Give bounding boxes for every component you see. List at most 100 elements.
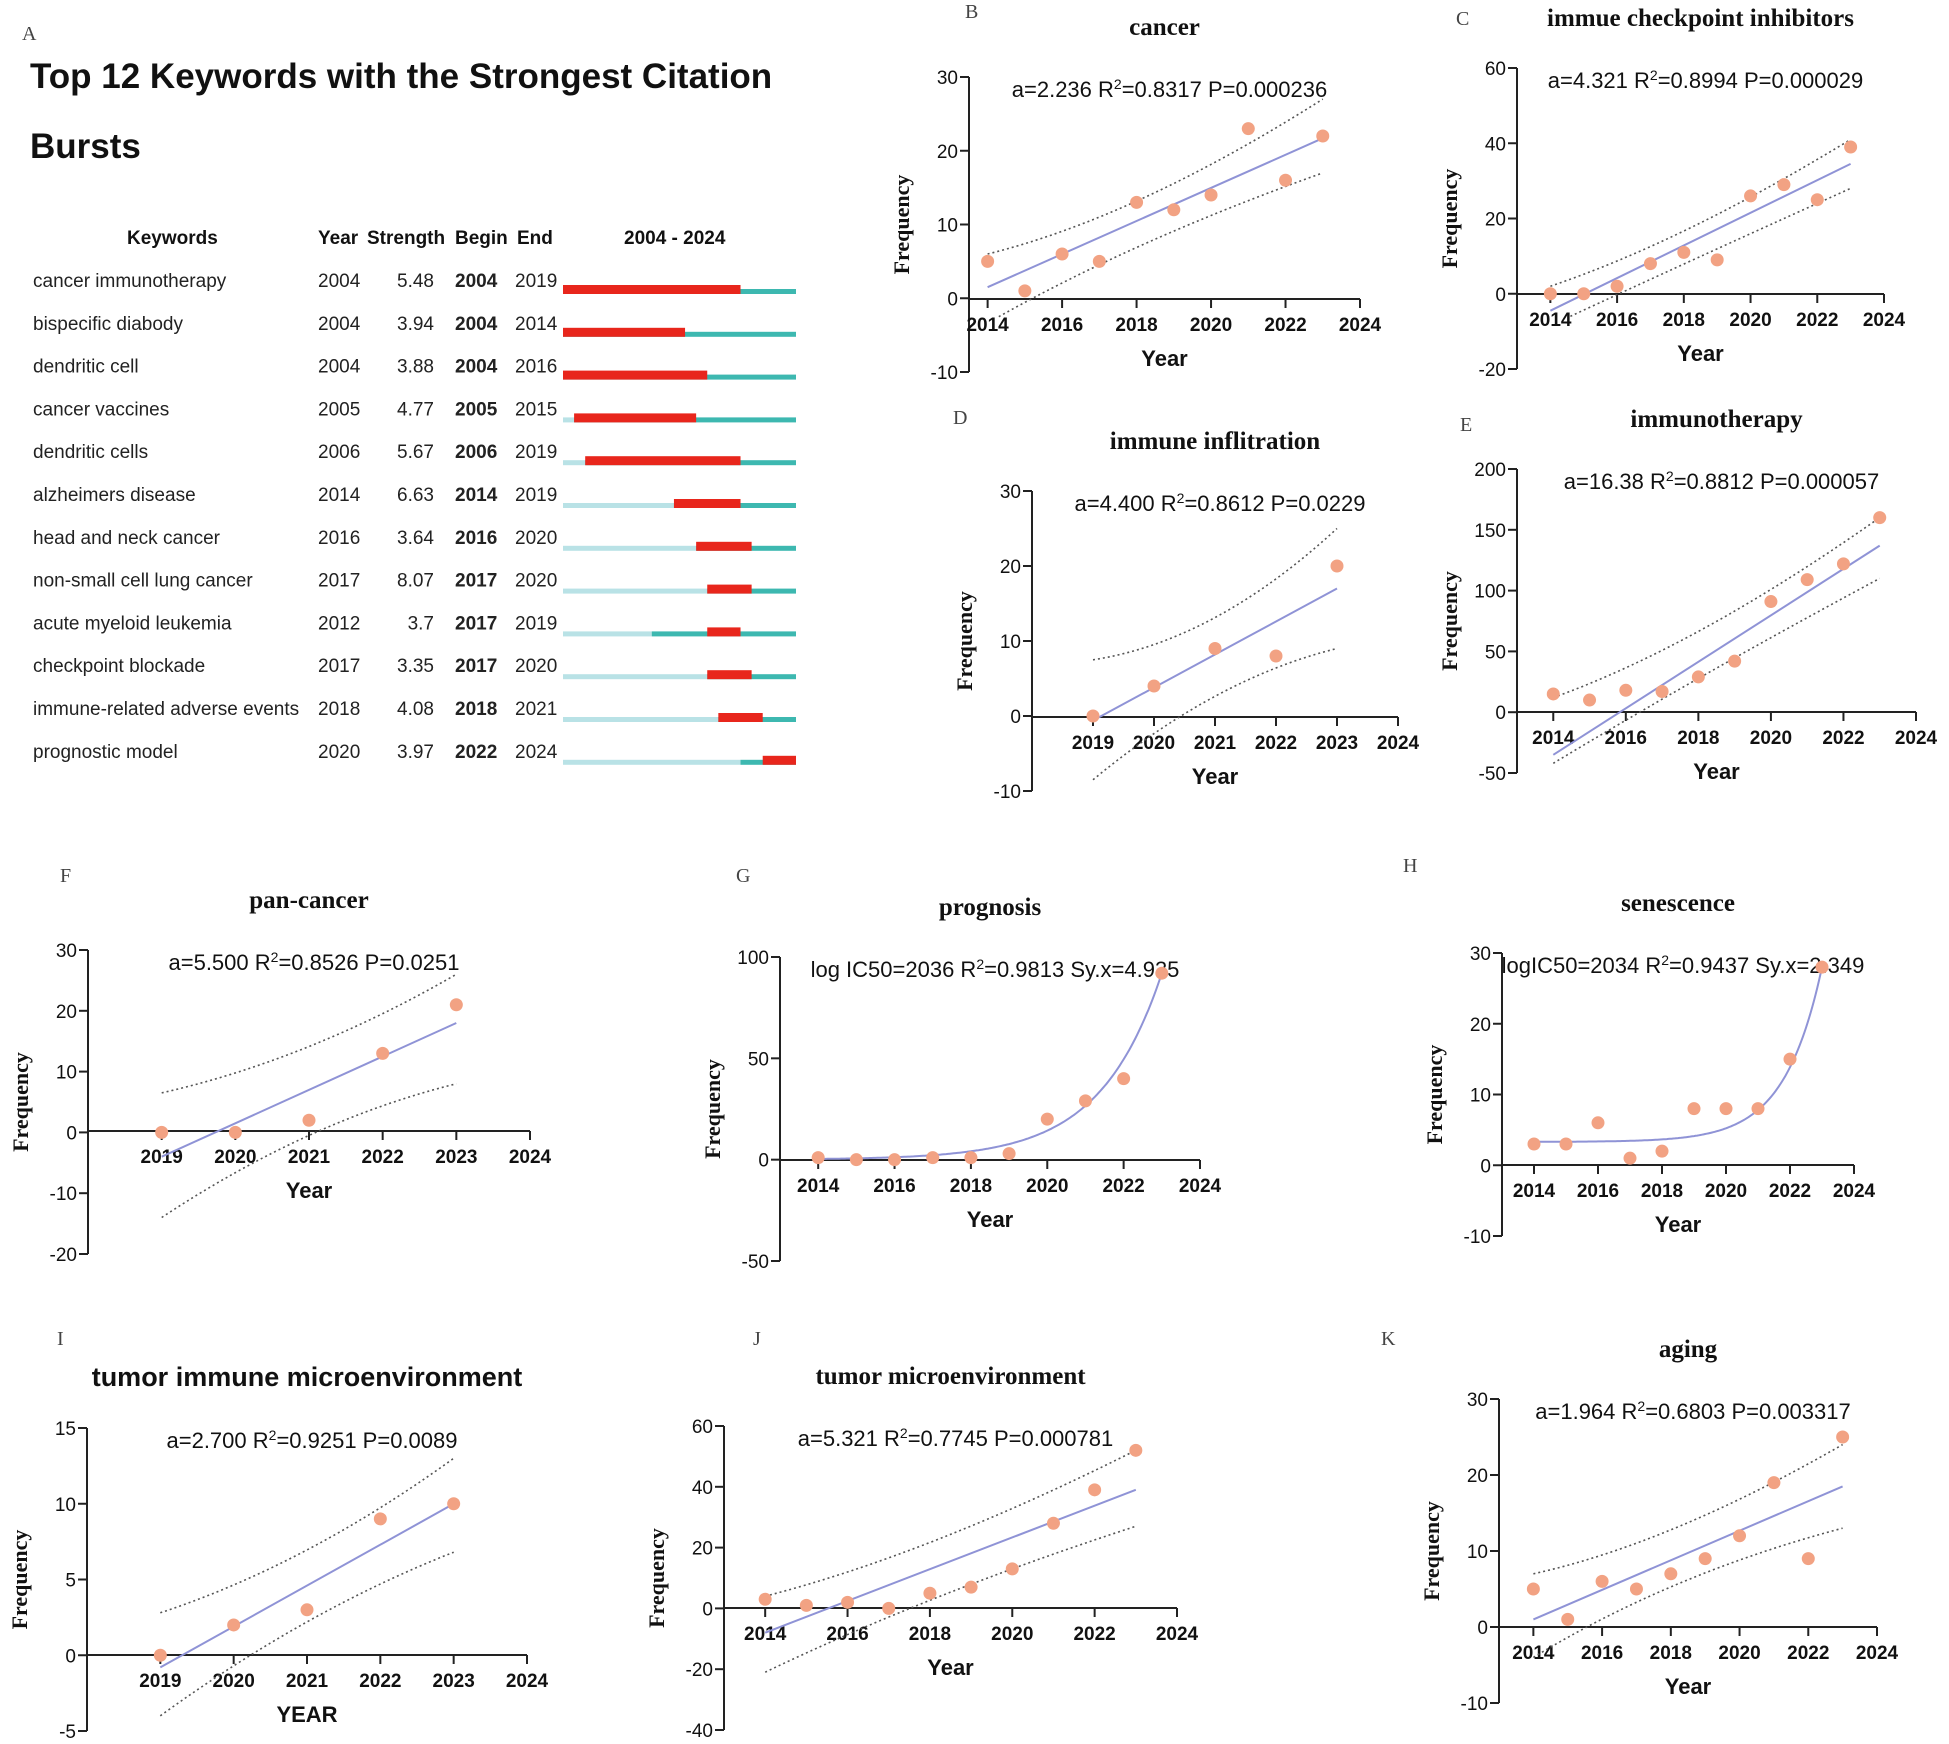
header-range: 2004 - 2024 xyxy=(624,228,726,249)
x-tick-label: 2018 xyxy=(909,1624,951,1645)
x-tick-label: 2014 xyxy=(1529,310,1572,331)
chart-title: aging xyxy=(1659,1336,1718,1363)
burst-row: acute myeloid leukemia 2012 3.7 2017 2019 xyxy=(33,613,796,637)
panel-letter: F xyxy=(60,865,71,887)
row-end: 2019 xyxy=(515,613,557,634)
row-begin: 2004 xyxy=(455,357,498,378)
data-point xyxy=(1129,1443,1143,1457)
annotation-text: =0.8812 P=0.000057 xyxy=(1674,469,1880,494)
row-keyword: head and neck cancer xyxy=(33,528,221,549)
annotation-text: =0.8317 P=0.000236 xyxy=(1122,77,1328,102)
row-end: 2019 xyxy=(515,271,557,292)
confidence-band-lower xyxy=(998,172,1324,318)
confidence-band-lower xyxy=(1092,647,1338,781)
burst-row: head and neck cancer 2016 3.64 2016 2020 xyxy=(33,528,796,551)
row-begin: 2022 xyxy=(455,742,497,763)
x-axis-label: Year xyxy=(1693,759,1740,784)
header-year: Year xyxy=(318,228,359,249)
y-tick-label: 60 xyxy=(692,1417,713,1438)
x-tick-label: 2020 xyxy=(1750,728,1792,749)
row-keyword: prognostic model xyxy=(33,742,178,763)
x-tick-label: 2024 xyxy=(1863,310,1906,331)
y-tick-label: -10 xyxy=(1461,1694,1488,1715)
y-tick-label: -10 xyxy=(1464,1227,1491,1248)
y-tick-label: 0 xyxy=(1495,703,1506,724)
annotation-text: a=2.700 R xyxy=(167,1428,269,1453)
annotation-text: =0.9251 P=0.0089 xyxy=(276,1428,457,1453)
x-tick-label: 2020 xyxy=(214,1147,256,1168)
y-tick-label: 30 xyxy=(1470,944,1491,965)
row-end: 2020 xyxy=(515,571,557,592)
annotation-superscript: 2 xyxy=(269,1427,277,1443)
data-point xyxy=(1767,1476,1781,1490)
row-keyword: checkpoint blockade xyxy=(33,656,205,677)
x-tick-label: 2024 xyxy=(1833,1181,1876,1202)
data-point xyxy=(882,1601,896,1615)
row-begin: 2017 xyxy=(455,613,497,634)
x-tick-label: 2018 xyxy=(1650,1643,1692,1664)
row-keyword: cancer vaccines xyxy=(33,399,169,420)
y-tick-label: 0 xyxy=(65,1646,76,1667)
data-point xyxy=(1316,129,1330,143)
data-point xyxy=(1655,685,1669,699)
annotation-text: logIC50=2034 R xyxy=(1502,953,1662,978)
annotation-superscript: 2 xyxy=(1114,76,1122,92)
x-tick-label: 2021 xyxy=(286,1671,329,1692)
data-point xyxy=(1130,195,1144,209)
row-strength: 3.88 xyxy=(397,357,434,378)
row-year: 2016 xyxy=(318,528,360,549)
y-tick-label: 30 xyxy=(56,941,77,962)
confidence-band-lower xyxy=(1570,187,1851,318)
chart-title: senescence xyxy=(1621,890,1735,917)
y-tick-label: 5 xyxy=(65,1571,76,1592)
x-tick-label: 2016 xyxy=(1596,310,1638,331)
data-point xyxy=(1046,1516,1060,1530)
x-tick-label: 2020 xyxy=(1026,1176,1068,1197)
data-point xyxy=(811,1151,825,1165)
x-tick-label: 2022 xyxy=(1264,315,1306,336)
data-point xyxy=(1783,1052,1797,1066)
row-strength: 5.67 xyxy=(397,442,434,463)
confidence-band-lower xyxy=(1552,577,1881,764)
panel-letter: E xyxy=(1460,414,1472,436)
row-end: 2014 xyxy=(515,314,558,335)
y-tick-label: 200 xyxy=(1474,460,1506,481)
y-axis-label: Frequency xyxy=(1437,169,1462,269)
burst-bar xyxy=(718,713,763,722)
confidence-band-upper xyxy=(1533,1443,1843,1575)
row-begin: 2014 xyxy=(455,485,498,506)
x-tick-label: 2024 xyxy=(1895,728,1938,749)
x-tick-label: 2016 xyxy=(873,1176,915,1197)
data-point xyxy=(1155,966,1169,980)
x-tick-label: 2020 xyxy=(1718,1643,1760,1664)
header-end: End xyxy=(517,228,553,249)
row-strength: 3.35 xyxy=(397,656,434,677)
panel-letter: B xyxy=(965,1,978,23)
data-point xyxy=(1279,173,1293,187)
data-point xyxy=(1167,203,1181,217)
data-point xyxy=(300,1603,314,1617)
y-tick-label: 50 xyxy=(1485,642,1506,663)
x-tick-label: 2019 xyxy=(1072,733,1114,754)
y-tick-label: 20 xyxy=(1470,1015,1491,1036)
burst-row: immune-related adverse events 2018 4.08 201… xyxy=(33,699,796,722)
row-keyword: non-small cell lung cancer xyxy=(33,571,253,592)
x-tick-label: 2014 xyxy=(1532,728,1575,749)
row-keyword: alzheimers disease xyxy=(33,485,196,506)
y-tick-label: 0 xyxy=(1495,285,1506,306)
x-axis-label: Year xyxy=(1192,764,1239,789)
data-point xyxy=(1836,1430,1850,1444)
x-tick-label: 2022 xyxy=(362,1147,404,1168)
x-tick-label: 2016 xyxy=(1581,1643,1623,1664)
burst-row: bispecific diabody 2004 3.94 2004 2014 xyxy=(33,314,796,337)
data-point xyxy=(1733,1529,1747,1543)
annotation-superscript: 2 xyxy=(1661,952,1669,968)
row-strength: 5.48 xyxy=(397,271,434,292)
x-tick-label: 2021 xyxy=(1194,733,1237,754)
y-tick-label: 60 xyxy=(1485,59,1506,80)
